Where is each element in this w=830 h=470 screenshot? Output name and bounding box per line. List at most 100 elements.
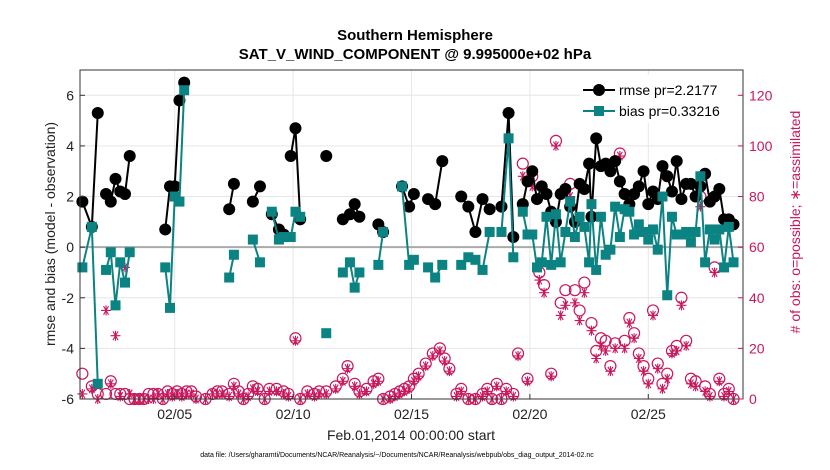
obs-assimilated-point-65 <box>444 366 455 377</box>
bias-point-88 <box>719 262 730 273</box>
y-tick-label-0: -6 <box>62 391 75 407</box>
bias-point-86 <box>709 234 720 245</box>
legend-rmse-marker <box>593 84 605 96</box>
bias-point-62 <box>595 211 606 222</box>
obs-assimilated-point-0 <box>77 388 88 399</box>
obs-assimilated-point-112 <box>685 378 696 389</box>
obs-assimilated-point-17 <box>167 391 178 402</box>
x-axis: 02/05 02/10 02/15 02/20 02/25 <box>157 394 666 422</box>
bias-point-18 <box>266 206 277 217</box>
obs-assimilated-point-49 <box>354 388 365 399</box>
rmse-point-67 <box>618 188 631 201</box>
obs-assimilated-point-18 <box>172 388 183 399</box>
obs-assimilated-point-58 <box>404 383 415 394</box>
bias-point-38 <box>463 252 474 263</box>
x-tick-label-3: 02/20 <box>512 406 547 422</box>
bias-point-10 <box>164 302 175 313</box>
obs-assimilated-point-103 <box>643 378 654 389</box>
bias-point-83 <box>695 171 706 182</box>
bias-point-13 <box>179 85 190 96</box>
rmse-point-14 <box>223 203 236 216</box>
obs-assimilated-point-35 <box>264 386 275 397</box>
bias-point-33 <box>408 254 419 265</box>
obs-assimilated-point-29 <box>233 388 244 399</box>
data-file-note: data file: /Users/gharamti/Documents/NCA… <box>200 452 594 459</box>
bias-point-22 <box>290 206 301 217</box>
rmse-point-42 <box>495 200 508 213</box>
rmse-point-47 <box>526 165 539 178</box>
bias-point-20 <box>278 232 289 243</box>
obs-assimilated-point-33 <box>252 386 263 397</box>
obs-assimilated-point-44 <box>321 388 332 399</box>
obs-assimilated-point-14 <box>153 388 164 399</box>
obs-possible-point-85 <box>554 296 567 309</box>
bias-point-44 <box>508 252 519 263</box>
rmse-point-48 <box>530 193 543 206</box>
bias-point-2 <box>92 378 103 389</box>
obs-assimilated-point-117 <box>709 267 720 278</box>
rmse-point-36 <box>436 155 449 168</box>
bias-point-24 <box>321 328 332 339</box>
y-axis-right: 0 20 40 60 80 100 120 <box>738 87 773 407</box>
rmse-point-7 <box>118 188 131 201</box>
obs-assimilated-point-86 <box>560 300 571 311</box>
rmse-point-16 <box>246 195 259 208</box>
obs-possible-point-0 <box>76 367 89 380</box>
obs-assimilated-point-41 <box>302 388 313 399</box>
bias-point-72 <box>643 234 654 245</box>
obs-assimilated-point-51 <box>368 378 379 389</box>
bias-point-4 <box>105 247 116 258</box>
obs-assimilated-point-19 <box>176 391 187 402</box>
obs-assimilated-point-57 <box>399 386 410 397</box>
obs-assimilated-point-108 <box>666 348 677 359</box>
y-tick-label-6: 6 <box>66 87 74 103</box>
obs-assimilated-point-100 <box>629 333 640 344</box>
y-tick-label-1: -4 <box>62 340 75 356</box>
obs-assimilated-point-36 <box>271 386 282 397</box>
rmse-point-79 <box>675 193 688 206</box>
obs-assimilated-point-114 <box>695 201 706 212</box>
obs-assimilated-point-93 <box>595 340 606 351</box>
bias-point-74 <box>652 244 663 255</box>
rmse-point-24 <box>320 150 333 163</box>
bias-point-80 <box>681 226 692 237</box>
bias-point-77 <box>666 211 677 222</box>
rmse-point-17 <box>253 180 266 193</box>
chart-title: Southern Hemisphere <box>337 27 493 44</box>
obs-assimilated-point-102 <box>638 366 649 377</box>
bias-point-89 <box>723 221 734 232</box>
rmse-point-54 <box>559 182 572 195</box>
bias-line-segment-9 <box>377 231 385 266</box>
obs-assimilated-point-87 <box>565 191 576 202</box>
obs-assimilated-point-42 <box>309 391 320 402</box>
obs-possible-point-88 <box>568 284 581 297</box>
y2-tick-label-1: 20 <box>749 340 765 356</box>
rmse-point-40 <box>476 193 489 206</box>
bias-point-23 <box>295 211 306 222</box>
obs-assimilated-point-1 <box>86 383 97 394</box>
obs-assimilated-point-84 <box>550 140 561 151</box>
obs-assimilated-point-64 <box>439 356 450 367</box>
y2-axis-label: # of obs: o=possible; ∗=assimilated <box>787 111 803 334</box>
obs-assimilated-point-16 <box>162 388 173 399</box>
bias-point-37 <box>456 259 467 270</box>
bias-point-41 <box>484 226 495 237</box>
obs-assimilated-point-105 <box>652 363 663 374</box>
obs-assimilated-point-82 <box>539 287 550 298</box>
bias-point-84 <box>700 257 711 268</box>
obs-assimilated-point-52 <box>373 376 384 387</box>
obs-assimilated-point-50 <box>361 386 372 397</box>
bias-point-52 <box>550 209 561 220</box>
bias-point-45 <box>517 206 528 217</box>
bias-point-54 <box>560 226 571 237</box>
obs-assimilated-point-6 <box>115 391 126 402</box>
obs-assimilated-point-111 <box>681 340 692 351</box>
bias-point-30 <box>378 226 389 237</box>
obs-assimilated-point-95 <box>605 366 616 377</box>
rmse-point-32 <box>403 200 416 213</box>
y-tick-label-4: 2 <box>66 189 74 205</box>
bias-point-63 <box>600 249 611 260</box>
obs-assimilated-point-21 <box>186 388 197 399</box>
rmse-point-15 <box>227 177 240 190</box>
bias-point-57 <box>574 211 585 222</box>
